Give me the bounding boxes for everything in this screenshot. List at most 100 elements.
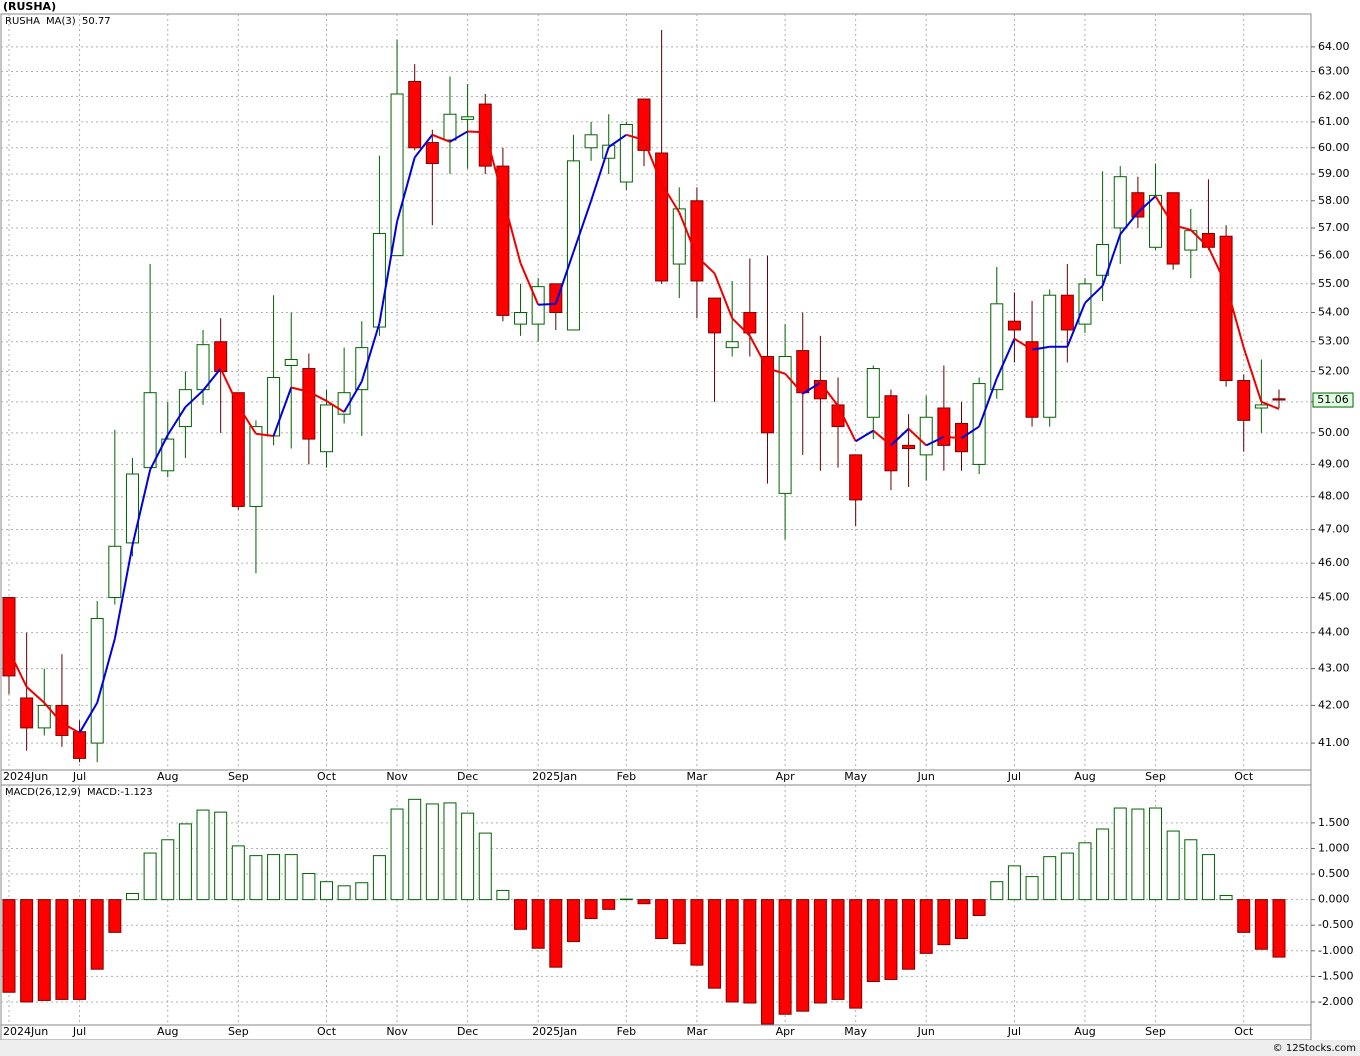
- ma-line: [538, 302, 556, 306]
- y-tick-label: 0.500: [1318, 867, 1350, 880]
- ma-line: [608, 133, 627, 148]
- ma-line: [1066, 302, 1086, 348]
- macd-bar: [408, 798, 422, 901]
- macd-bar: [866, 899, 880, 983]
- ma-line: [113, 545, 134, 639]
- macd-bar: [778, 899, 792, 1015]
- ma-line: [272, 387, 293, 437]
- candle-body: [690, 200, 704, 282]
- macd-bar: [549, 899, 563, 968]
- macd-bar: [849, 899, 863, 1009]
- candle-body: [1237, 380, 1251, 421]
- macd-bar: [249, 855, 263, 901]
- x-tick-label: Jul: [1007, 770, 1021, 783]
- macd-bar: [937, 899, 951, 946]
- ma-line: [784, 372, 804, 395]
- candle-body: [425, 142, 439, 164]
- candle-body: [1007, 320, 1021, 331]
- x-tick-label: Sep: [228, 770, 249, 783]
- x-tick-label: Feb: [617, 770, 636, 783]
- macd-bar: [108, 899, 122, 933]
- x-tick-label: Sep: [1145, 1025, 1166, 1038]
- macd-bar: [125, 892, 139, 901]
- ma-line: [308, 390, 327, 402]
- y-tick-label: -0.500: [1318, 918, 1353, 931]
- ma-line: [855, 429, 874, 443]
- candle-body: [320, 404, 333, 453]
- candle-body: [372, 232, 386, 328]
- macd-bar: [584, 899, 598, 920]
- x-tick-label: 2025Jan: [532, 770, 577, 783]
- candle-body: [866, 367, 880, 418]
- macd-bar: [602, 899, 616, 910]
- legend-value: 50.77: [82, 16, 111, 27]
- ma-line: [131, 469, 152, 546]
- y-tick-label: 63.00: [1318, 64, 1350, 77]
- macd-bar: [884, 899, 898, 980]
- ma-line: [837, 405, 857, 442]
- x-tick-label: Feb: [617, 1025, 636, 1038]
- ma-line: [149, 434, 169, 471]
- macd-bar: [478, 832, 492, 901]
- ma-line: [484, 131, 504, 198]
- ma-line: [872, 429, 892, 447]
- x-axis-strip: [0, 1024, 1312, 1041]
- candle-body: [55, 704, 69, 736]
- candle-body: [496, 165, 510, 316]
- candle-body: [584, 134, 598, 149]
- macd-bar: [902, 899, 916, 970]
- candle-body: [143, 392, 157, 469]
- y-tick-label: 44.00: [1318, 626, 1350, 639]
- ma-line: [1137, 195, 1157, 214]
- candle-body: [919, 416, 933, 456]
- ma-line: [1172, 224, 1192, 231]
- macd-bar: [302, 873, 316, 901]
- macd-bar: [2, 899, 16, 993]
- ma-line: [626, 133, 645, 141]
- x-tick-label: Apr: [776, 1025, 796, 1038]
- macd-bar: [231, 845, 245, 901]
- x-axis-strip: [0, 769, 1312, 786]
- x-tick-label: Oct: [317, 770, 337, 783]
- candle-body: [514, 311, 528, 325]
- candle-body: [443, 113, 457, 141]
- ma-line: [890, 428, 910, 447]
- ma-line: [767, 367, 786, 375]
- candle-body: [990, 303, 1004, 391]
- ma-line: [449, 130, 469, 143]
- macd-bar: [355, 882, 369, 901]
- footer: [0, 1040, 1360, 1056]
- candle-body: [2, 597, 16, 677]
- candle-body: [725, 341, 739, 349]
- ma-line: [467, 130, 486, 134]
- ma-line: [501, 197, 522, 264]
- macd-bar: [514, 899, 528, 930]
- x-tick-label: Jul: [72, 1025, 86, 1038]
- x-tick-label: Apr: [776, 770, 796, 783]
- macd-bar: [990, 881, 1004, 901]
- x-tick-label: Aug: [1074, 1025, 1095, 1038]
- y-tick-label: 58.00: [1318, 194, 1350, 207]
- y-tick-label: -2.000: [1318, 995, 1353, 1008]
- x-tick-label: Jun: [917, 1025, 935, 1038]
- macd-bar: [1149, 807, 1163, 901]
- candle-body: [655, 152, 669, 282]
- candle-body: [884, 395, 898, 472]
- macd-bar: [831, 899, 845, 1000]
- x-tick-label: Dec: [457, 1025, 478, 1038]
- candle-body: [161, 438, 175, 472]
- macd-bar: [1043, 856, 1057, 901]
- candle-body: [849, 454, 863, 501]
- chart-title: (RUSHA): [3, 0, 56, 13]
- macd-bar: [178, 823, 192, 901]
- macd-bar: [796, 899, 810, 1012]
- candle-body: [637, 98, 651, 151]
- candle-body: [1272, 398, 1286, 401]
- candle-body: [1096, 244, 1110, 276]
- candle-body: [461, 116, 475, 120]
- candle-body: [196, 344, 210, 391]
- ma-line: [1013, 337, 1033, 351]
- ma-line: [590, 146, 610, 202]
- candle-body: [902, 444, 916, 450]
- ma-line: [696, 255, 716, 275]
